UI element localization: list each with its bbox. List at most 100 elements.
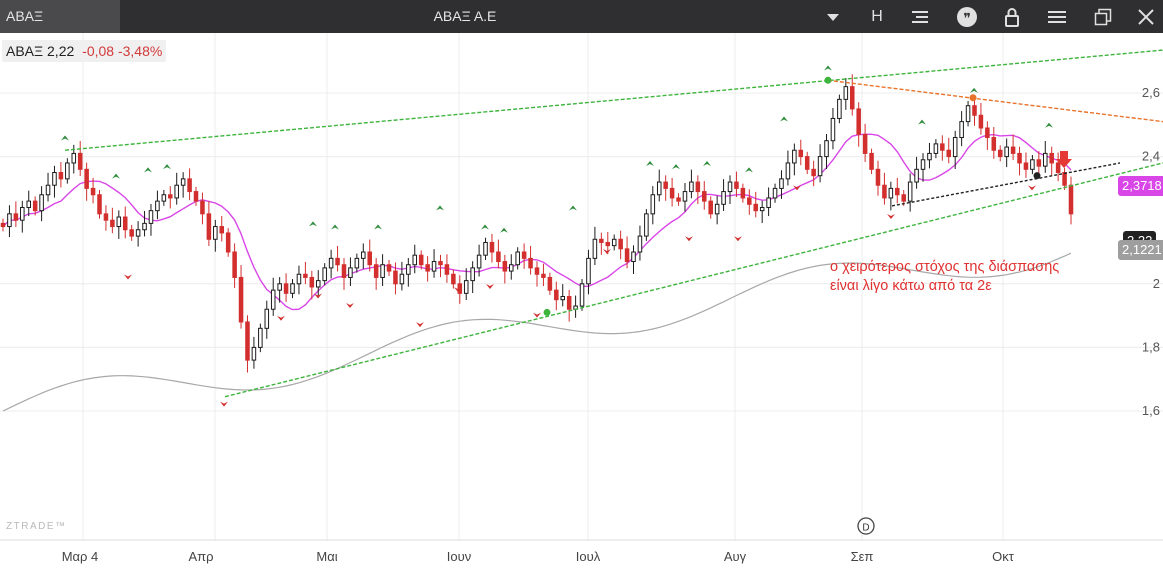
candle [959,111,964,147]
trendline-anchor-point [969,94,977,102]
candle [200,192,205,225]
candle [508,254,514,280]
candle-body [830,117,836,142]
candle-body [747,197,752,205]
candle [335,245,340,272]
sell-signal-chevron [314,293,322,299]
price-chart[interactable]: 2,6 2,4 2 1,8 1,6 Μαρ 4 Απρ Μαι Ιουν Ιουλ Αυγ Σεπ Ο… [0,33,1163,573]
candle-body [328,257,334,269]
candle [875,160,881,196]
candle [20,200,25,233]
candle [605,231,611,255]
candle [547,272,553,295]
lock-icon[interactable] [995,0,1029,33]
candle-body [779,178,784,189]
candle [245,315,250,373]
candle-body [412,254,418,266]
y-tick-label: 2 [1153,276,1160,291]
trendlines-group [64,49,1163,398]
candle-body [264,308,270,329]
candle [940,135,945,161]
candle [811,160,816,187]
watermark: ZTRADE™ [6,521,67,532]
candle [534,261,540,287]
candle [952,130,958,170]
candle [869,148,874,175]
candle [431,249,437,278]
candle [380,254,385,287]
candle [817,144,823,183]
candle-body [882,184,887,199]
candle [463,268,469,301]
symbol-field[interactable]: ΑΒΑΞ [0,0,120,33]
candle [1049,146,1054,176]
candle [438,254,443,278]
trendline-upper-channel [64,49,1163,151]
restore-window-icon[interactable] [1086,0,1120,33]
candle [193,186,199,206]
candle-body [785,162,791,180]
x-axis: Μαρ 4 Απρ Μαι Ιουν Ιουλ Αυγ Σεπ Οκτ [62,549,1015,564]
candle [1030,155,1035,175]
candle-body [618,238,623,250]
candle [206,201,212,246]
candle [586,249,591,295]
candle-body [277,283,282,291]
candle [386,259,392,276]
buy-signal-chevron [374,224,382,230]
candle [695,175,701,204]
event-marker[interactable]: D [857,517,875,535]
candle-body [135,229,141,237]
candle-body [200,200,205,215]
candle [541,263,546,287]
candle-body [631,251,636,263]
candle [618,230,623,260]
candle [895,177,900,204]
sell-signal-chevron [277,315,285,321]
candle-body [676,197,681,202]
candle-body [476,254,482,269]
candle [766,187,771,217]
buy-signal-chevron [672,164,680,170]
candle [65,158,70,184]
candle [174,172,179,205]
candle-body [425,264,430,272]
menu-icon[interactable] [1040,0,1074,33]
quote-icon[interactable]: ❞ [950,0,984,33]
candle [721,179,726,211]
dropdown-arrow-icon[interactable] [816,0,850,33]
candle-body [644,213,649,237]
candle-body [579,283,585,307]
candle [631,245,636,274]
candle [772,183,778,203]
candle-body [322,267,327,282]
candle [676,193,681,206]
candle [689,169,694,199]
candle-body [637,235,643,253]
candle [470,261,475,294]
buy-signal-chevron [112,173,120,179]
candle [180,172,186,198]
candle [1004,138,1009,168]
candle-body [515,251,520,266]
candle [322,263,327,286]
list-icon[interactable] [903,0,937,33]
h-button[interactable]: H [871,7,883,25]
candle [991,127,997,159]
candle-body [734,181,739,189]
candle [225,228,231,257]
candle-body [708,200,713,215]
candle-body [270,289,276,310]
candle [148,203,154,236]
candle [714,195,720,225]
y-tick-label: 1,8 [1142,339,1160,354]
candle-body [148,210,154,224]
close-icon[interactable] [1129,0,1163,33]
candle [759,200,765,224]
annotation-line-1: ο χειρότερος στόχος της διάσπασης [830,259,1060,275]
candle [798,139,804,166]
sell-signal-chevron [887,214,895,220]
candle-body [52,172,57,186]
ma-short-price-tag: 2,3718 [1118,176,1163,196]
candle [283,273,289,302]
